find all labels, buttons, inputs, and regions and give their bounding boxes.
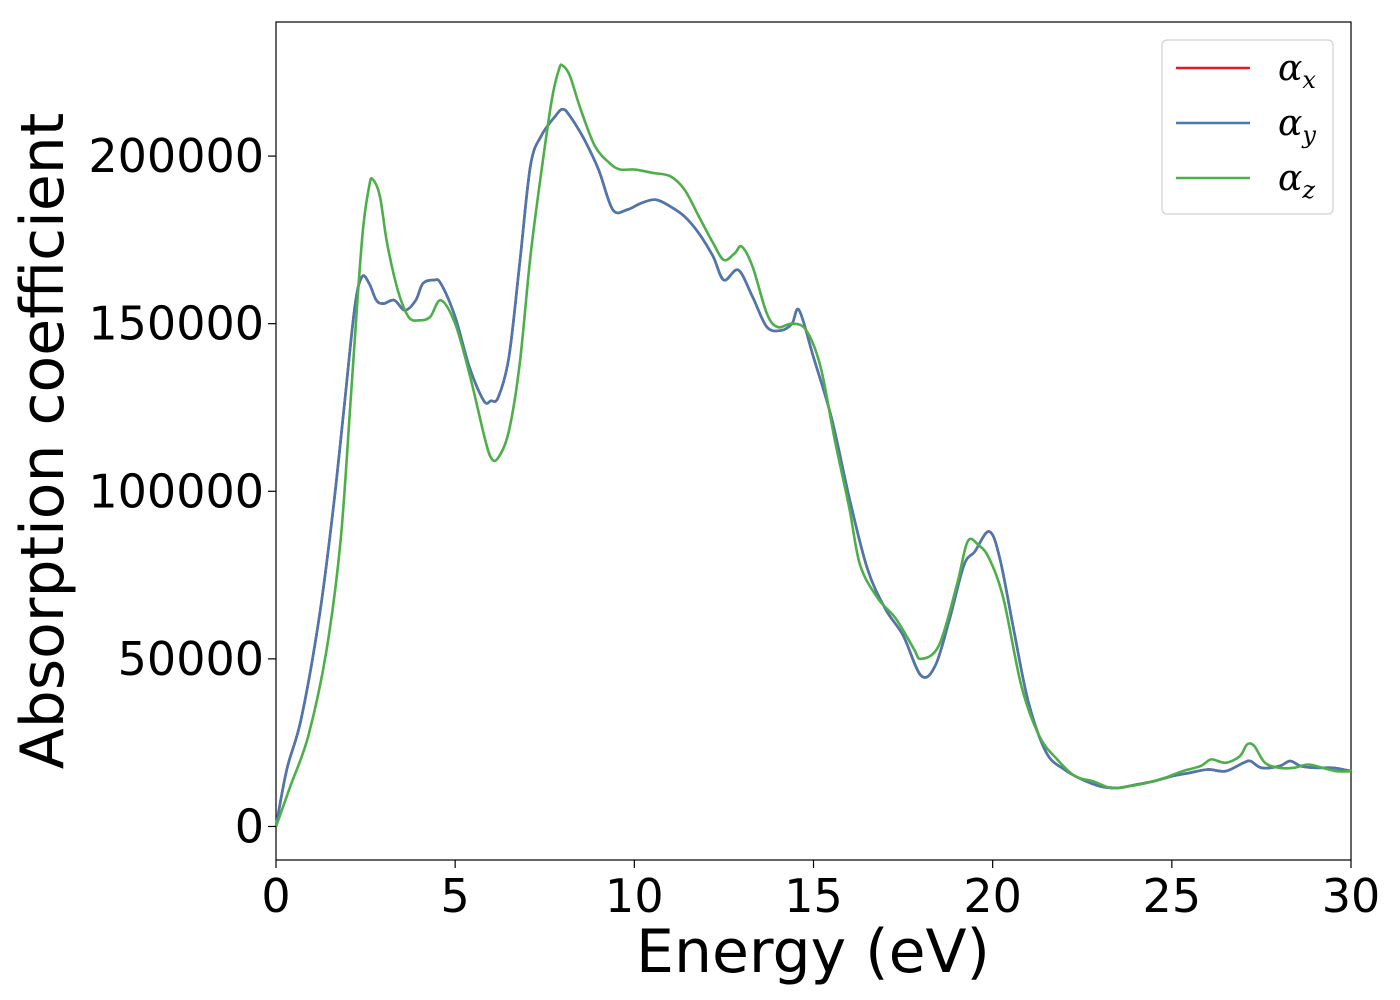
series-layer [274, 63, 1352, 827]
x-axis-label: Energy (eV) [636, 917, 990, 987]
x-tick-label: 30 [1322, 869, 1381, 923]
x-tick-label: 0 [261, 869, 290, 923]
y-tick-label: 0 [235, 799, 264, 853]
legend-frame [1161, 39, 1334, 215]
x-tick-label: 15 [784, 869, 843, 923]
y-tick-label: 200000 [88, 129, 264, 183]
x-tick-label: 10 [605, 869, 664, 923]
x-tick-label: 25 [1143, 869, 1202, 923]
x-tick-label: 20 [963, 869, 1022, 923]
y-axis-ticks: 0 50000 100000 150000 200000 [88, 129, 276, 853]
y-tick-label: 150000 [88, 297, 264, 351]
legend-label-alpha-z: αz [1278, 158, 1315, 204]
legend-label-alpha-x: αx [1278, 48, 1316, 94]
x-tick-label: 5 [441, 869, 470, 923]
y-tick-label: 50000 [118, 632, 264, 686]
y-axis-label: Absorption coefficient [8, 113, 78, 770]
legend: αx αy αz [1161, 39, 1334, 215]
y-tick-label: 100000 [88, 464, 264, 518]
legend-label-alpha-y: αy [1278, 103, 1316, 149]
series-line-alpha-z [274, 63, 1352, 827]
x-axis-ticks: 0 5 10 15 20 25 30 [261, 860, 1380, 923]
